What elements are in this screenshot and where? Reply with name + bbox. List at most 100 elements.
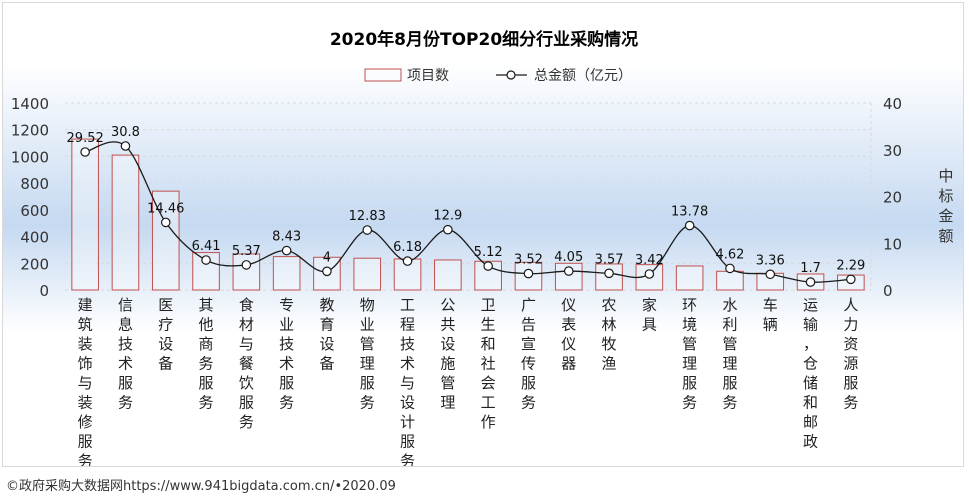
amount-data-label: 6.41 <box>192 239 221 254</box>
category-label-char: 术 <box>400 355 415 373</box>
category-label-char: 技 <box>279 335 294 353</box>
amount-marker <box>120 141 131 151</box>
amount-marker <box>805 277 816 287</box>
category-label-char: 服 <box>400 433 415 451</box>
left-axis: 0 200 400 600 800 1000 1200 1400 <box>11 95 49 300</box>
category-label-char: 水 <box>722 296 737 314</box>
category-label: 食材与餐饮服务 <box>239 296 254 431</box>
bar <box>716 270 744 291</box>
category-label-char: 设 <box>400 394 415 412</box>
left-tick-label: 800 <box>20 175 49 193</box>
category-label: 卫生和社会工作 <box>481 296 496 431</box>
bar <box>71 138 99 291</box>
category-label-char: 仪 <box>561 296 576 314</box>
category-label-char: 务 <box>843 394 858 412</box>
category-label-char: 修 <box>78 413 93 431</box>
amount-data-label: 5.12 <box>474 245 503 260</box>
category-label-char: 务 <box>199 355 214 373</box>
amount-marker <box>725 263 735 274</box>
category-label-char: 服 <box>521 374 536 392</box>
category-label-char: 设 <box>158 335 173 353</box>
category-label-char: 专 <box>279 296 294 314</box>
bar <box>675 265 704 291</box>
category-label-char: 他 <box>199 316 214 334</box>
category-label-char: 邮 <box>803 413 818 431</box>
left-tick-label: 600 <box>20 202 49 220</box>
category-label-char: 物 <box>360 296 375 314</box>
category-label-char: 生 <box>481 316 496 334</box>
category-label-char: 理 <box>440 394 455 412</box>
bar <box>232 253 261 291</box>
chart-frame: 2020年8月份TOP20细分行业采购情况 项目数 总金额（亿元） 中标金额 2… <box>2 2 964 467</box>
category-label-char: 息 <box>118 316 133 334</box>
category-label-char: 人 <box>843 296 858 314</box>
category-label-char: 计 <box>400 413 415 431</box>
left-tick-label: 200 <box>20 255 49 273</box>
category-label: 仪表仪器 <box>561 296 576 373</box>
category-label-char: 与 <box>239 335 254 353</box>
amount-data-label: 5.37 <box>232 244 261 259</box>
bar <box>434 259 462 291</box>
category-label: 车辆 <box>763 296 778 334</box>
category-label-char: 服 <box>118 374 133 392</box>
category-label-char: 设 <box>319 335 334 353</box>
left-tick-label: 400 <box>20 229 49 247</box>
category-label-char: 服 <box>78 433 93 451</box>
left-tick-label: 1000 <box>11 148 49 166</box>
category-label-char: 术 <box>279 355 294 373</box>
category-label-char: 务 <box>521 394 536 412</box>
category-label-char: 表 <box>561 316 576 334</box>
line-series: 29.52 30.8 14.46 6.41 5.37 8.43 4 12.83 6.18 12.9… <box>67 125 865 287</box>
amount-marker <box>362 225 373 235</box>
right-axis-title-char: 标 <box>938 187 953 205</box>
category-label: 信息技术服务 <box>118 296 133 412</box>
category-label: 运输， 仓储和邮政 <box>803 296 818 451</box>
category-label-char: 备 <box>158 355 173 373</box>
category-label-char: 装 <box>78 394 93 412</box>
category-label-char: 务 <box>239 413 254 431</box>
category-label: 家具 <box>642 296 657 334</box>
category-label-char: 业 <box>360 316 375 334</box>
category-label-char: 育 <box>319 316 334 334</box>
category-label: 工程技术与设计服务 <box>400 296 415 467</box>
category-label-char: 宣 <box>521 335 536 353</box>
category-label: 建筑装饰与装修服务 <box>78 296 93 467</box>
category-label-char: 社 <box>481 355 496 373</box>
category-label-char: 服 <box>843 374 858 392</box>
right-tick-label: 20 <box>883 189 902 207</box>
category-label-char: 车 <box>763 296 778 314</box>
category-label-char: 利 <box>722 316 737 334</box>
category-label-char: 管 <box>722 335 737 353</box>
left-tick-label: 1400 <box>11 95 49 113</box>
category-label: 医疗设备 <box>158 296 173 373</box>
category-label-char: 材 <box>239 316 254 334</box>
amount-data-label: 6.18 <box>393 240 422 255</box>
category-label-char: 源 <box>843 355 858 373</box>
category-label-char: 设 <box>440 335 455 353</box>
amount-marker <box>563 266 574 276</box>
source-footer: ©政府采购大数据网https://www.941bigdata.com.cn/•… <box>6 479 396 494</box>
amount-marker <box>201 255 211 265</box>
amount-marker <box>443 224 453 235</box>
category-label-char: 服 <box>279 374 294 392</box>
category-label-char: 建 <box>78 296 93 314</box>
category-label-char: 疗 <box>158 316 173 334</box>
category-label-char: 技 <box>400 335 415 353</box>
right-tick-label: 40 <box>883 95 902 113</box>
category-labels: 建筑装饰与装修服务信息技术服务医疗设备其他商务服务食材与餐饮服务专业技术服务教育… <box>78 296 859 467</box>
category-label-char: 林 <box>602 316 617 334</box>
bars <box>71 138 865 291</box>
category-label-char: 运 <box>803 296 818 314</box>
category-label-char: 务 <box>279 394 294 412</box>
bar <box>111 154 140 291</box>
amount-marker <box>604 268 614 279</box>
category-label-char: 具 <box>642 316 657 334</box>
category-label-char: 备 <box>319 355 334 373</box>
bar <box>272 256 301 291</box>
amount-data-label: 1.7 <box>800 261 821 276</box>
right-axis-title-char: 中 <box>938 167 953 185</box>
category-label-char: 工 <box>400 296 415 314</box>
category-label: 专业技术服务 <box>279 296 294 412</box>
legend-line-label: 总金额（亿元） <box>534 68 632 84</box>
category-label: 环境管理服务 <box>682 296 697 412</box>
